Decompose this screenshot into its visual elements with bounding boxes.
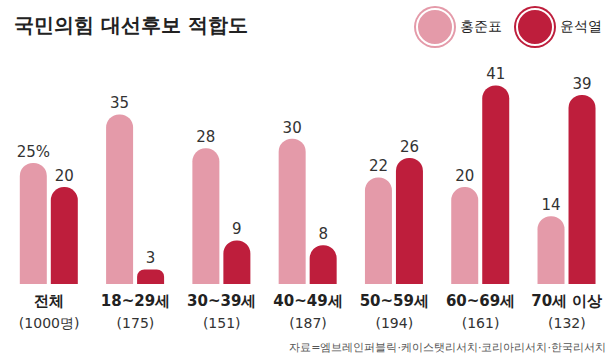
svg-text:70세 이상: 70세 이상 <box>531 292 602 310</box>
svg-text:20: 20 <box>55 167 74 185</box>
html-text:윤석열: 윤석열 <box>560 18 602 34</box>
svg-text:41: 41 <box>486 65 505 83</box>
svg-text:22: 22 <box>369 157 388 175</box>
svg-text:(175): (175) <box>117 315 155 331</box>
svg-text:25%: 25% <box>17 143 50 161</box>
svg-text:30: 30 <box>283 119 302 137</box>
svg-text:8: 8 <box>318 225 328 243</box>
svg-text:60~69세: 60~69세 <box>446 292 515 310</box>
svg-text:전체: 전체 <box>34 292 64 310</box>
svg-text:39: 39 <box>572 75 591 93</box>
svg-text:9: 9 <box>232 220 242 238</box>
svg-text:40~49세: 40~49세 <box>273 292 342 310</box>
svg-text:28: 28 <box>196 128 215 146</box>
html-text:자료=엠브레인퍼블릭·케이스탯리서치·코리아리서치·한국리서: 자료=엠브레인퍼블릭·케이스탯리서치·코리아리서치·한국리서치 <box>289 341 606 354</box>
html-text:홍준표: 홍준표 <box>460 18 502 34</box>
svg-text:(132): (132) <box>548 315 586 331</box>
svg-text:26: 26 <box>400 138 419 156</box>
svg-text:30~39세: 30~39세 <box>187 292 256 310</box>
svg-text:(1000명): (1000명) <box>19 315 80 331</box>
svg-text:35: 35 <box>110 94 129 112</box>
html-text:국민의힘 대선후보 적합도: 국민의힘 대선후보 적합도 <box>14 13 248 37</box>
svg-text:(194): (194) <box>375 315 413 331</box>
svg-text:(161): (161) <box>462 315 500 331</box>
svg-text:50~59세: 50~59세 <box>360 292 429 310</box>
svg-text:(187): (187) <box>289 315 327 331</box>
svg-text:3: 3 <box>146 249 156 267</box>
svg-text:20: 20 <box>455 167 474 185</box>
svg-text:14: 14 <box>541 196 560 214</box>
svg-text:18~29세: 18~29세 <box>101 292 170 310</box>
svg-text:(151): (151) <box>203 315 241 331</box>
